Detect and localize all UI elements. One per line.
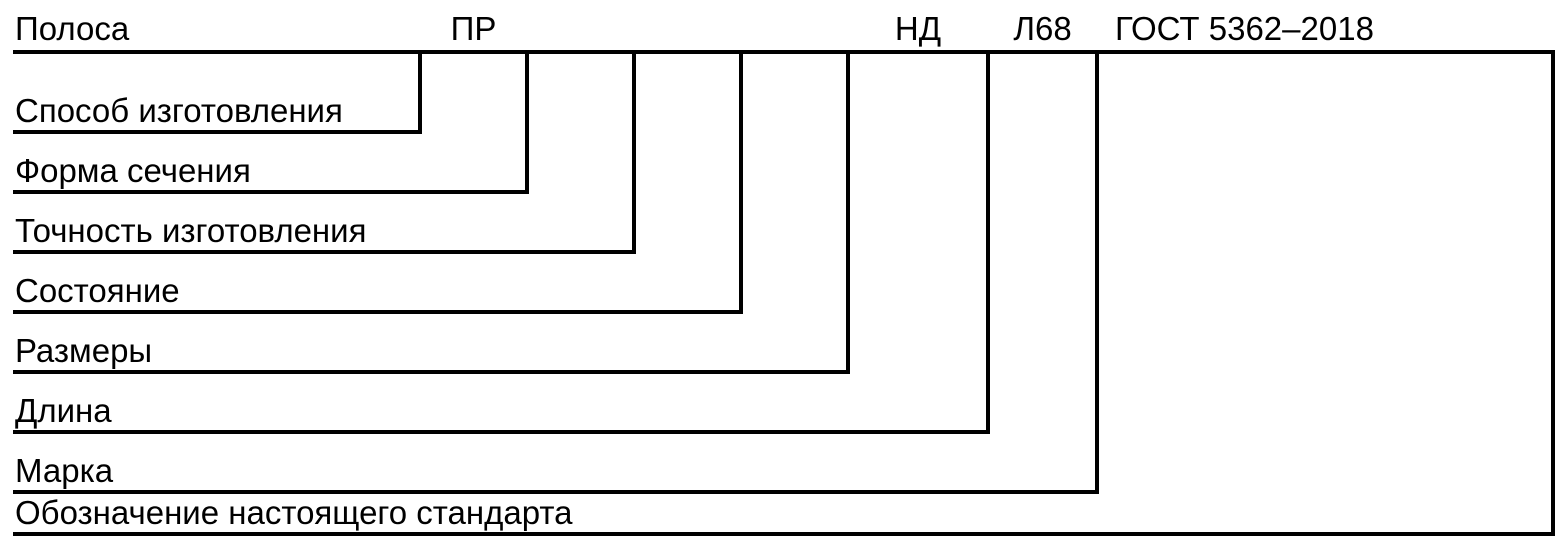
row-label-2: Точность изготовления [15,212,366,249]
header-product: Полоса [15,10,130,47]
header-field-7: ГОСТ 5362–2018 [1115,10,1374,47]
row-label-7: Обозначение настоящего стандарта [15,494,573,531]
designation-structure-diagram: Полоса ПР НД Л68 ГОСТ 5362–2018 Способ изгото… [0,0,1561,542]
row-label-4: Размеры [15,332,152,369]
row-label-0: Способ изготовления [15,92,343,129]
row-label-6: Марка [15,452,114,489]
row-label-1: Форма сечения [15,152,251,189]
header-field-5: НД [895,10,941,47]
row-label-3: Состояние [15,272,180,309]
row-label-5: Длина [15,392,112,429]
header-field-6: Л68 [1013,10,1071,47]
header-field-1: ПР [451,10,497,47]
